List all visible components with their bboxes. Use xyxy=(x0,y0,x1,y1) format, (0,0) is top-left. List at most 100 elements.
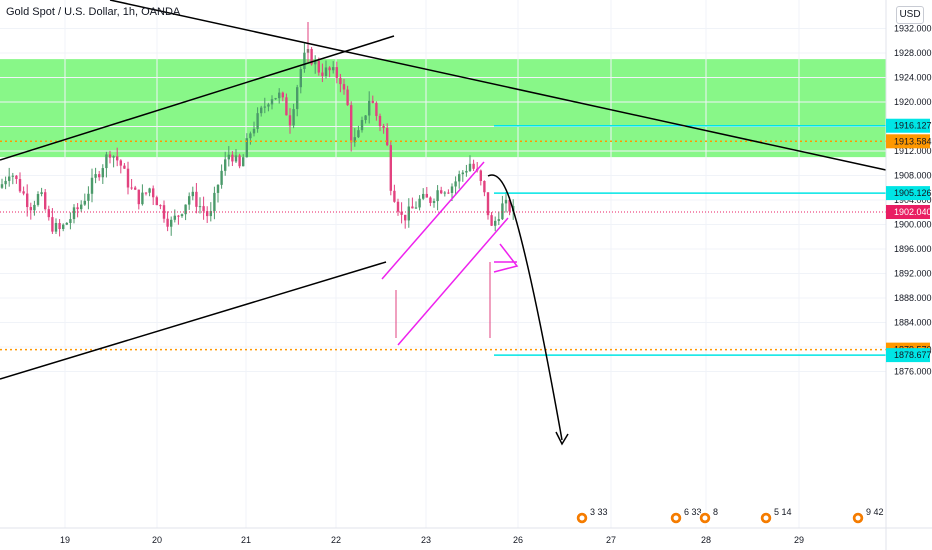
event-badge-label: 3 33 xyxy=(590,507,608,517)
price-tag-label: 1878.677 xyxy=(894,350,932,360)
y-tick-label: 1876.000 xyxy=(894,367,932,377)
candle-body xyxy=(292,109,295,126)
candle-body xyxy=(148,188,151,193)
candle-body xyxy=(414,207,418,209)
candle-body xyxy=(112,156,115,158)
price-tag xyxy=(886,118,930,133)
x-tick-label: 28 xyxy=(701,535,711,545)
candle-body xyxy=(123,165,126,169)
candle-body xyxy=(8,176,11,181)
candle-body xyxy=(472,163,475,169)
price-tag-label: 1916.127 xyxy=(894,121,932,131)
y-tick-label: 1892.000 xyxy=(894,269,932,279)
candle-body xyxy=(260,107,263,114)
candle-body xyxy=(101,168,104,178)
candle-body xyxy=(159,205,162,207)
currency-button[interactable]: USD xyxy=(896,6,924,24)
candle-body xyxy=(4,180,7,185)
candle-body xyxy=(209,211,212,217)
event-badge-label: 6 33 xyxy=(684,507,702,517)
candle-body xyxy=(72,207,76,220)
candle-body xyxy=(285,97,288,116)
candle-body xyxy=(33,204,36,211)
chart-title: Gold Spot / U.S. Dollar, 1h, OANDA xyxy=(6,6,181,18)
candle-body xyxy=(310,49,313,65)
candle-body xyxy=(404,214,407,221)
candle-body xyxy=(213,192,216,212)
price-tag xyxy=(886,348,930,363)
candle-body xyxy=(378,115,382,127)
candle-body xyxy=(497,219,500,221)
candle-body xyxy=(346,89,349,106)
x-tick-label: 29 xyxy=(794,535,804,545)
candle-body xyxy=(98,174,101,178)
event-badge-dot xyxy=(702,515,708,521)
candle-body xyxy=(483,181,486,193)
event-badge-label: 5 14 xyxy=(774,507,792,517)
candle-body xyxy=(396,201,400,212)
candle-body xyxy=(270,99,274,105)
candle-body xyxy=(76,207,79,210)
candle-body xyxy=(94,174,97,178)
event-badge-dot xyxy=(673,515,679,521)
descending-trendline[interactable] xyxy=(109,0,887,171)
ascending-channel-top[interactable] xyxy=(0,35,395,161)
event-badge-label: 9 42 xyxy=(866,507,884,517)
y-tick-label: 1900.000 xyxy=(894,220,932,230)
candle-body xyxy=(195,191,198,207)
pennant-drawing[interactable] xyxy=(493,243,519,273)
y-tick-label: 1884.000 xyxy=(894,318,932,328)
candle-body xyxy=(234,155,238,162)
candle-body xyxy=(494,220,497,226)
forecast-arrow[interactable] xyxy=(487,174,563,441)
price-tag-label: 1902.040 xyxy=(894,207,932,217)
x-tick-label: 23 xyxy=(421,535,431,545)
candle-body xyxy=(411,206,414,209)
candle-body xyxy=(65,222,68,225)
candle-body xyxy=(422,193,425,199)
candle-body xyxy=(353,137,356,143)
event-badge-dot xyxy=(579,515,585,521)
x-tick-label: 21 xyxy=(241,535,251,545)
candle-body xyxy=(36,194,40,205)
candle-body xyxy=(216,184,220,193)
y-tick-label: 1928.000 xyxy=(894,48,932,58)
candle-body xyxy=(263,106,266,108)
candle-body xyxy=(144,192,148,194)
candle-body xyxy=(83,200,86,205)
candle-body xyxy=(80,204,83,210)
candle-body xyxy=(51,217,54,232)
candle-body xyxy=(188,196,191,205)
time-axis[interactable] xyxy=(0,528,932,550)
candle-body xyxy=(317,61,320,73)
candle-body xyxy=(400,211,403,215)
candle-body xyxy=(504,199,508,204)
candle-body xyxy=(288,115,292,126)
candle-body xyxy=(501,203,504,220)
candle-body xyxy=(47,209,50,218)
candle-body xyxy=(198,206,202,208)
candle-body xyxy=(202,206,205,212)
event-badge-label: 8 xyxy=(713,507,718,517)
rising-channel-upper[interactable] xyxy=(381,161,485,280)
candle-body xyxy=(15,175,18,180)
candle-body xyxy=(407,206,410,221)
rising-channel-lower[interactable] xyxy=(397,217,509,346)
price-tag-label: 1905.126 xyxy=(894,188,932,198)
candle-body xyxy=(191,191,194,197)
event-badge-dot xyxy=(763,515,769,521)
candle-body xyxy=(332,67,335,71)
candle-body xyxy=(314,61,317,65)
price-axis[interactable] xyxy=(886,0,932,550)
candle-body xyxy=(180,214,184,217)
price-tag-label: 1913.584 xyxy=(894,136,932,146)
candle-body xyxy=(130,187,133,189)
candle-body xyxy=(11,175,14,177)
candle-body xyxy=(465,170,468,173)
price-tag xyxy=(886,134,930,149)
candle-body xyxy=(436,190,439,202)
ascending-channel-bottom[interactable] xyxy=(0,261,387,380)
candle-body xyxy=(328,67,331,71)
candle-body xyxy=(26,193,29,208)
